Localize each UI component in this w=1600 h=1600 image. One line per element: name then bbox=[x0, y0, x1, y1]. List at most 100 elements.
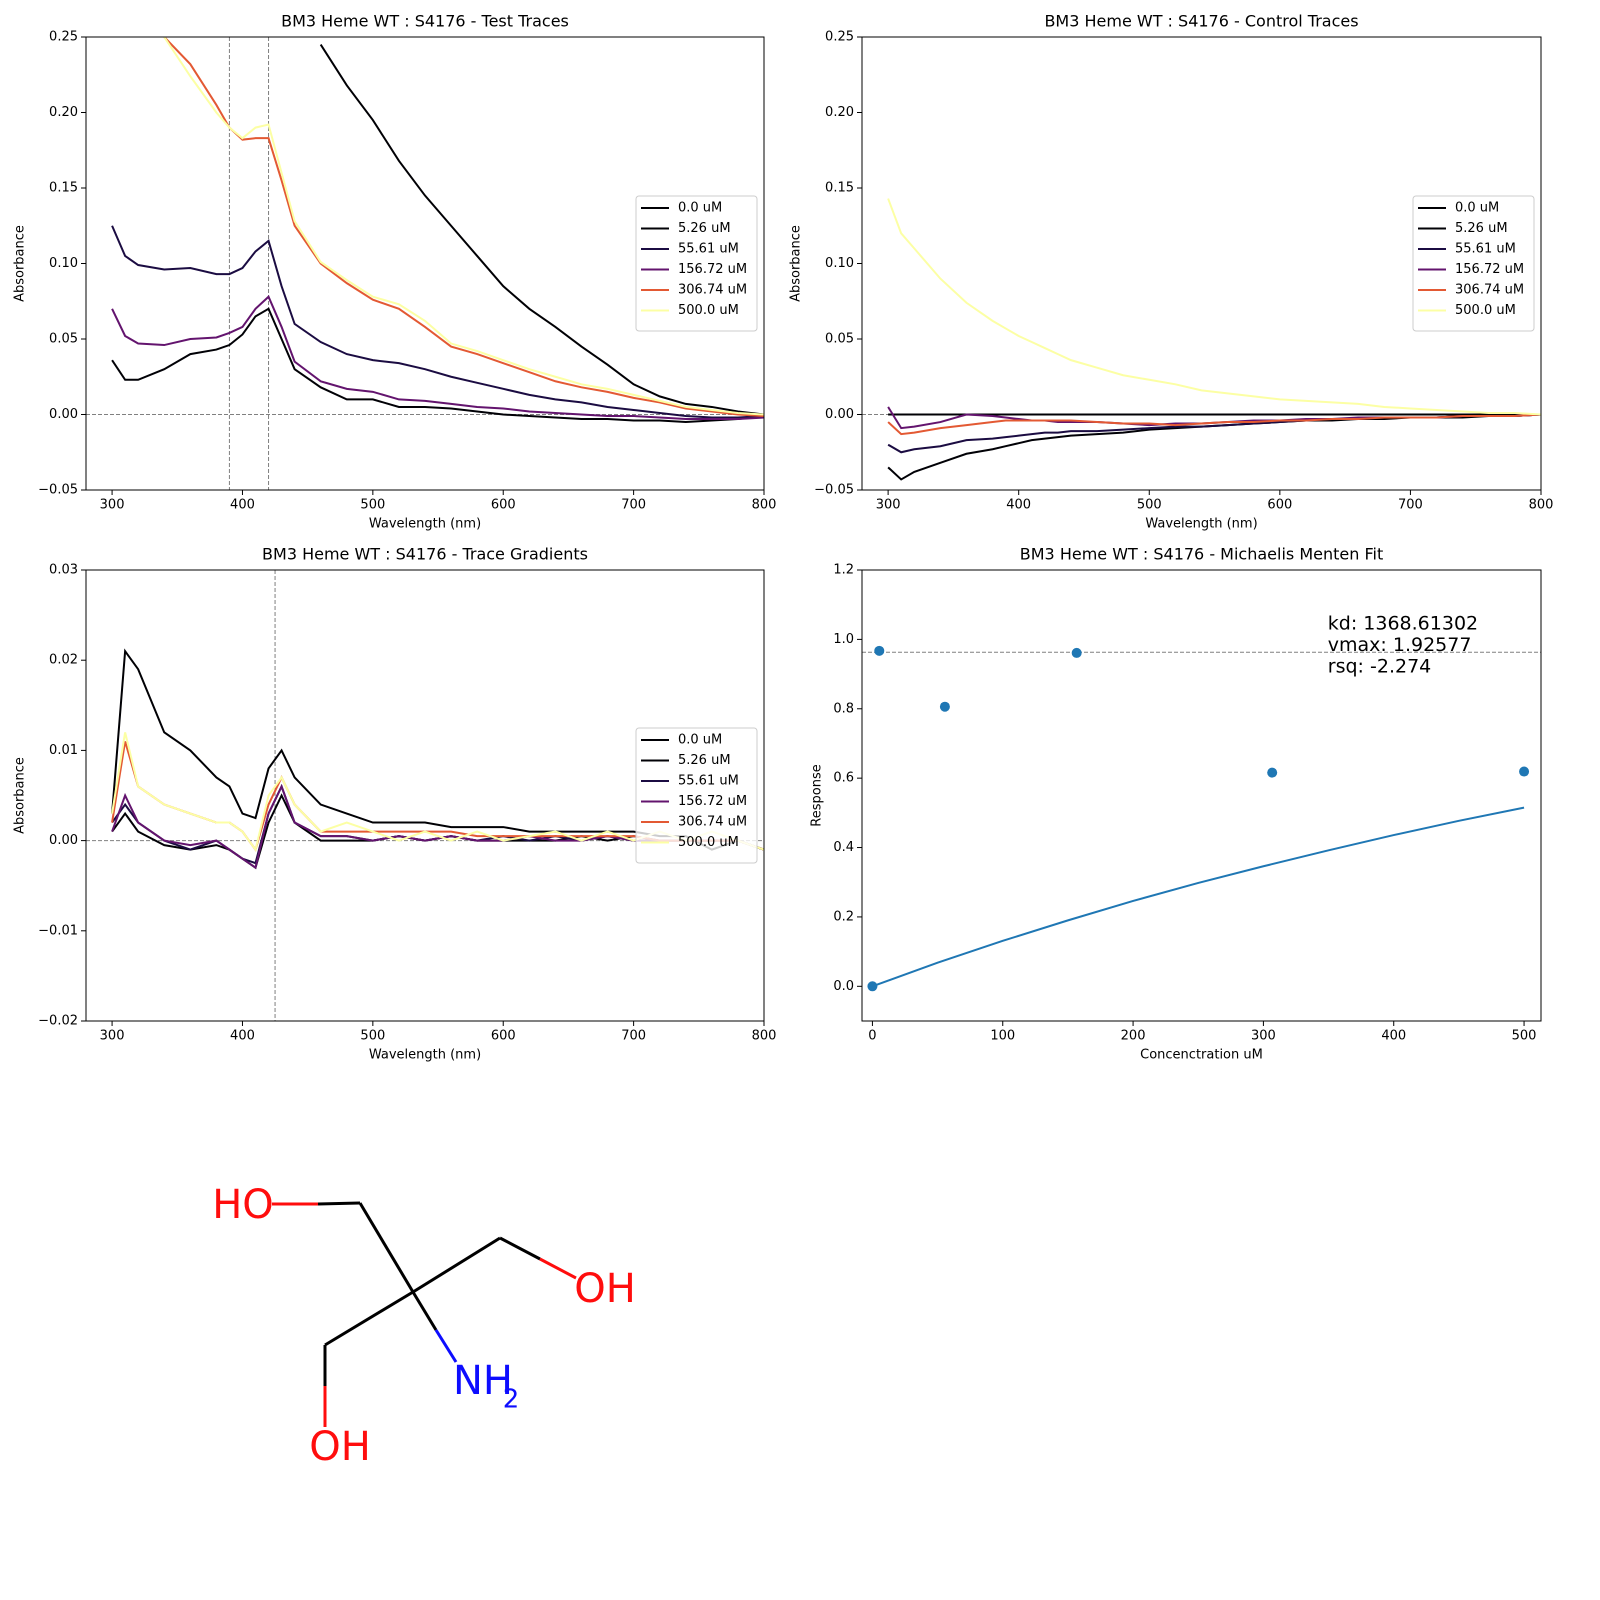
y-tick-label: 0.00 bbox=[49, 407, 78, 422]
x-axis-label: Wavelength (nm) bbox=[369, 517, 481, 532]
series-line bbox=[111, 307, 764, 424]
atom-label: OH bbox=[309, 1424, 371, 1470]
y-tick-label: 0.6 bbox=[833, 771, 854, 786]
x-tick-label: 500 bbox=[360, 498, 385, 513]
legend-label: 5.26 uM bbox=[678, 221, 731, 236]
axes-frame bbox=[85, 569, 765, 1022]
legend-label: 5.26 uM bbox=[678, 753, 731, 768]
series-line bbox=[319, 44, 764, 416]
point bbox=[874, 645, 885, 656]
point bbox=[1071, 647, 1082, 658]
y-tick-label: 0.15 bbox=[825, 181, 854, 196]
annotation: kd: 1368.61302 bbox=[1328, 613, 1478, 635]
x-tick-label: 500 bbox=[360, 1029, 385, 1044]
chart-title: BM3 Heme WT : S4176 - Trace Gradients bbox=[262, 545, 588, 564]
point bbox=[1267, 767, 1278, 778]
series-line bbox=[111, 295, 764, 421]
y-tick-label: 0.8 bbox=[833, 701, 854, 716]
chart-title: BM3 Heme WT : S4176 - Test Traces bbox=[281, 12, 569, 31]
x-tick-label: 400 bbox=[1381, 1029, 1406, 1044]
series-line bbox=[163, 37, 764, 416]
plot-area bbox=[862, 198, 1541, 481]
y-tick-label: 0.20 bbox=[825, 105, 854, 120]
legend-label: 500.0 uM bbox=[678, 303, 739, 318]
y-tick-label: 0.15 bbox=[49, 181, 78, 196]
y-tick-label: 1.0 bbox=[833, 632, 854, 647]
y-axis-label: Absorbance bbox=[13, 757, 28, 834]
y-axis-label: Absorbance bbox=[13, 225, 28, 302]
x-tick-label: 600 bbox=[491, 1029, 516, 1044]
series-line bbox=[887, 198, 1541, 416]
x-axis-label: Wavelength (nm) bbox=[369, 1048, 481, 1063]
x-tick-label: 800 bbox=[1529, 498, 1554, 513]
x-tick-label: 600 bbox=[491, 498, 516, 513]
bond bbox=[434, 1329, 458, 1363]
y-tick-label: 0.02 bbox=[49, 653, 78, 668]
y-tick-label: 0.25 bbox=[49, 30, 78, 45]
x-tick-label: 300 bbox=[100, 498, 125, 513]
y-tick-label: 0.01 bbox=[49, 743, 78, 758]
chart-title: BM3 Heme WT : S4176 - Control Traces bbox=[1044, 12, 1358, 31]
x-tick-label: 300 bbox=[1251, 1029, 1276, 1044]
axes-frame bbox=[85, 36, 765, 491]
legend-label: 55.61 uM bbox=[1455, 242, 1516, 257]
y-tick-label: 0.25 bbox=[825, 30, 854, 45]
x-tick-label: 300 bbox=[876, 498, 901, 513]
x-tick-label: 400 bbox=[230, 1029, 255, 1044]
legend-label: 156.72 uM bbox=[678, 262, 747, 277]
y-tick-label: 0.0 bbox=[833, 979, 854, 994]
x-axis-label: Wavelength (nm) bbox=[1145, 517, 1257, 532]
legend-label: 0.0 uM bbox=[678, 733, 722, 748]
annotation: vmax: 1.92577 bbox=[1328, 634, 1472, 656]
y-tick-label: 0.05 bbox=[825, 332, 854, 347]
legend-box bbox=[1412, 195, 1535, 332]
legend-label: 500.0 uM bbox=[678, 835, 739, 850]
series-line bbox=[887, 413, 1541, 436]
bond bbox=[539, 1257, 577, 1280]
x-tick-label: 400 bbox=[1006, 498, 1031, 513]
atom-label: 2 bbox=[503, 1385, 520, 1415]
x-tick-label: 500 bbox=[1512, 1029, 1537, 1044]
bond bbox=[324, 1290, 414, 1347]
x-axis-label: Concenctration uM bbox=[1140, 1048, 1263, 1063]
x-tick-label: 600 bbox=[1267, 498, 1292, 513]
legend-label: 55.61 uM bbox=[678, 242, 739, 257]
legend-label: 156.72 uM bbox=[1455, 262, 1524, 277]
molecule: HO OH OH NH 2 bbox=[212, 1182, 636, 1470]
y-axis-label: Absorbance bbox=[789, 225, 804, 302]
y-tick-label: 0.00 bbox=[825, 407, 854, 422]
legend-label: 156.72 uM bbox=[678, 794, 747, 809]
point bbox=[939, 701, 950, 712]
legend-box bbox=[635, 727, 758, 864]
y-tick-label: 0.05 bbox=[49, 332, 78, 347]
legend-label: 0.0 uM bbox=[1455, 201, 1499, 216]
bond bbox=[499, 1236, 541, 1261]
x-tick-label: 500 bbox=[1137, 498, 1162, 513]
x-tick-label: 400 bbox=[230, 498, 255, 513]
series-line bbox=[887, 413, 1541, 454]
y-tick-label: 0.2 bbox=[833, 909, 854, 924]
legend-label: 5.26 uM bbox=[1455, 221, 1508, 236]
y-tick-label: 0.03 bbox=[49, 563, 78, 578]
y-tick-label: 0.10 bbox=[49, 256, 78, 271]
x-tick-label: 800 bbox=[752, 498, 777, 513]
y-tick-label: 0.20 bbox=[49, 105, 78, 120]
y-tick-label: −0.05 bbox=[38, 483, 78, 498]
legend-label: 55.61 uM bbox=[678, 774, 739, 789]
annotation: rsq: -2.274 bbox=[1328, 656, 1431, 678]
point bbox=[867, 981, 878, 992]
atom-label: HO bbox=[212, 1182, 274, 1228]
y-tick-label: 1.2 bbox=[833, 563, 854, 578]
y-tick-label: 0.10 bbox=[825, 256, 854, 271]
legend-label: 0.0 uM bbox=[678, 201, 722, 216]
x-tick-label: 200 bbox=[1121, 1029, 1146, 1044]
x-tick-label: 300 bbox=[100, 1029, 125, 1044]
plot-area bbox=[86, 37, 764, 490]
y-tick-label: 0.00 bbox=[49, 833, 78, 848]
x-tick-label: 800 bbox=[752, 1029, 777, 1044]
series-line bbox=[163, 37, 764, 418]
plot-area bbox=[862, 645, 1541, 992]
y-tick-label: −0.05 bbox=[814, 483, 854, 498]
